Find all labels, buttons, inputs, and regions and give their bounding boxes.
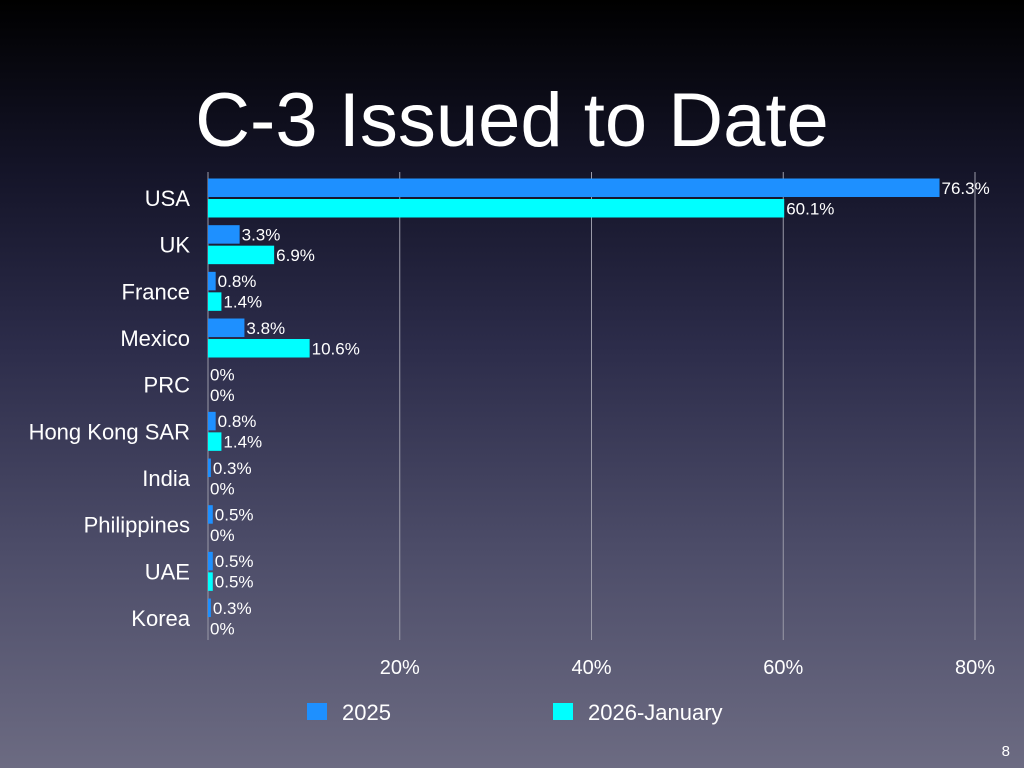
data-label: 3.8%: [246, 319, 285, 338]
bar-series-2025: [208, 598, 211, 618]
bar-series-2026-january: [208, 245, 275, 265]
data-label: 0%: [210, 365, 235, 384]
bar-series-2025: [208, 225, 240, 244]
legend: 2025 2026-January: [307, 700, 723, 725]
legend-swatch: [553, 703, 573, 720]
category-label: PRC: [144, 373, 191, 398]
bars: [208, 178, 940, 618]
bar-series-2025: [208, 458, 211, 478]
data-label: 0.3%: [213, 459, 252, 478]
category-label: India: [142, 466, 190, 491]
x-tick-labels: 20% 40% 60% 80%: [380, 657, 995, 679]
bar-series-2026-january: [208, 572, 213, 591]
data-label: 3.3%: [242, 225, 281, 244]
data-label: 6.9%: [276, 246, 315, 265]
bar-series-2026-january: [208, 432, 222, 451]
category-label: UK: [159, 233, 190, 258]
category-label: Korea: [131, 606, 190, 631]
data-label: 0%: [210, 526, 235, 545]
data-label: 0.8%: [218, 412, 257, 431]
bar-series-2025: [208, 505, 213, 524]
x-tick-label: 20%: [380, 657, 420, 679]
gridlines: [207, 172, 976, 640]
data-label: 0.5%: [215, 552, 254, 571]
category-label: Philippines: [84, 513, 190, 538]
data-label: 0.5%: [215, 573, 254, 592]
data-label: 0%: [210, 479, 235, 498]
x-tick-label: 40%: [571, 657, 611, 679]
bar-series-2026-january: [208, 199, 785, 218]
data-label: 10.6%: [312, 339, 360, 358]
x-tick-label: 60%: [763, 657, 803, 679]
data-label: 0.8%: [218, 272, 257, 291]
bar-series-2026-january: [208, 292, 222, 311]
data-label: 0%: [210, 619, 235, 638]
page-number: 8: [1001, 743, 1010, 760]
bar-series-2026-january: [208, 339, 310, 358]
category-label: USA: [145, 186, 191, 211]
category-labels: USA UK France Mexico PRC Hong Kong SAR India Ph…: [29, 186, 191, 631]
data-label: 0.3%: [213, 599, 252, 618]
bar-series-2025: [208, 411, 216, 431]
data-label: 0.5%: [215, 505, 254, 524]
legend-label: 2025: [342, 700, 391, 725]
bar-series-2025: [208, 551, 213, 571]
slide-title: C-3 Issued to Date: [195, 78, 829, 163]
category-label: Hong Kong SAR: [29, 419, 190, 444]
bar-series-2025: [208, 178, 940, 197]
data-label: 76.3%: [942, 179, 990, 198]
category-label: Mexico: [120, 326, 190, 351]
data-label: 1.4%: [223, 433, 262, 452]
legend-swatch: [307, 703, 327, 720]
data-label: 1.4%: [223, 293, 262, 312]
legend-label: 2026-January: [588, 700, 723, 725]
x-tick-label: 80%: [955, 657, 995, 679]
bar-series-2025: [208, 318, 245, 338]
data-label: 0%: [210, 386, 235, 405]
data-labels: 76.3%60.1%3.3%6.9%0.8%1.4%3.8%10.6%0%0%0…: [210, 179, 990, 639]
data-label: 60.1%: [786, 199, 834, 218]
bar-series-2025: [208, 271, 216, 291]
category-label: UAE: [145, 559, 190, 584]
category-label: France: [122, 279, 190, 304]
